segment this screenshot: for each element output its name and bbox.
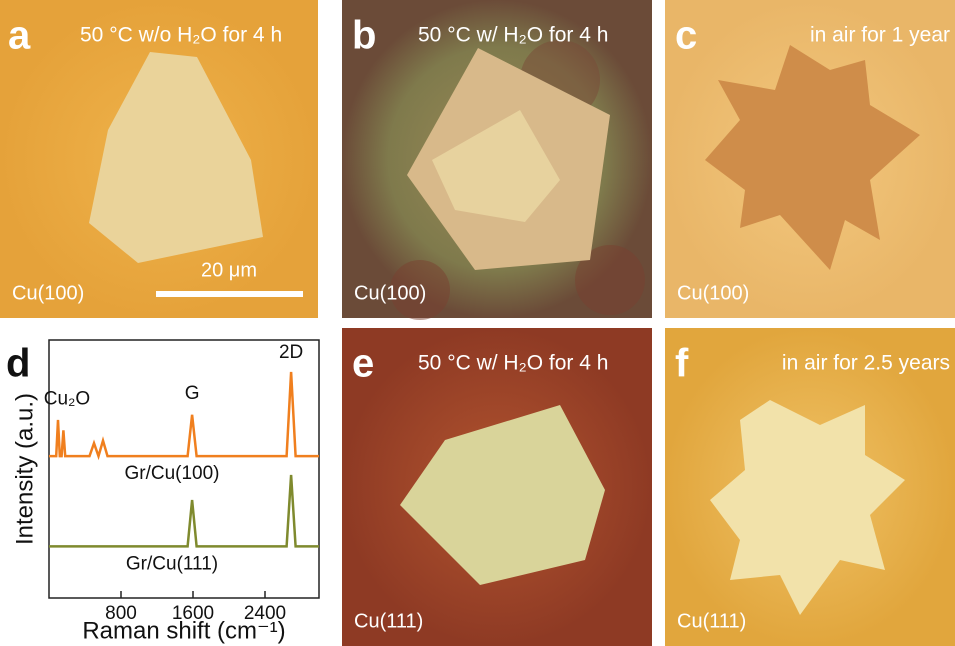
series-label: Gr/Cu(100) [124,463,219,484]
panel-letter: a [8,14,31,58]
peak-label: 2D [279,342,303,363]
panel-letter: b [352,14,376,58]
panel-letter: e [352,342,374,386]
condition: in air for 1 year [810,24,950,47]
condition: 50 °C w/ H₂O for 4 h [418,24,608,47]
panel-c: c in air for 1 year Cu(100) [665,0,955,318]
panel-f: f in air for 2.5 years Cu(111) [665,328,955,646]
condition: 50 °C w/ H₂O for 4 h [418,352,608,375]
series-label: Gr/Cu(111) [126,553,218,574]
condition: in air for 2.5 years [782,352,950,375]
substrate: Cu(100) [354,282,426,304]
substrate: Cu(111) [677,610,746,632]
figure: a 50 °C w/o H₂O for 4 h Cu(100) 20 μm b … [0,0,955,646]
y-axis-label: Intensity (a.u.) [11,393,38,545]
x-tick-label: 800 [105,603,137,624]
peak-label: Cu₂O [44,388,90,409]
substrate: Cu(100) [12,282,84,304]
substrate: Cu(100) [677,282,749,304]
panel-b: b 50 °C w/ H₂O for 4 h Cu(100) [342,0,652,320]
panel-a: a 50 °C w/o H₂O for 4 h Cu(100) 20 μm [0,0,318,318]
scale-bar [156,291,303,297]
spectrum [49,475,319,546]
panel-e: e 50 °C w/ H₂O for 4 h Cu(111) [342,328,652,646]
peak-label: G [185,383,200,404]
substrate: Cu(111) [354,610,423,632]
x-tick-label: 1600 [172,603,214,624]
panel-letter: f [675,342,689,386]
condition: 50 °C w/o H₂O for 4 h [80,24,282,47]
panel-letter: c [675,14,697,58]
scale-bar-label: 20 μm [201,259,257,281]
raman-chart: d Intensity (a.u.) Raman shift (cm⁻¹) 80… [6,340,319,644]
x-tick-label: 2400 [244,603,286,624]
panel-letter: d [6,342,30,386]
